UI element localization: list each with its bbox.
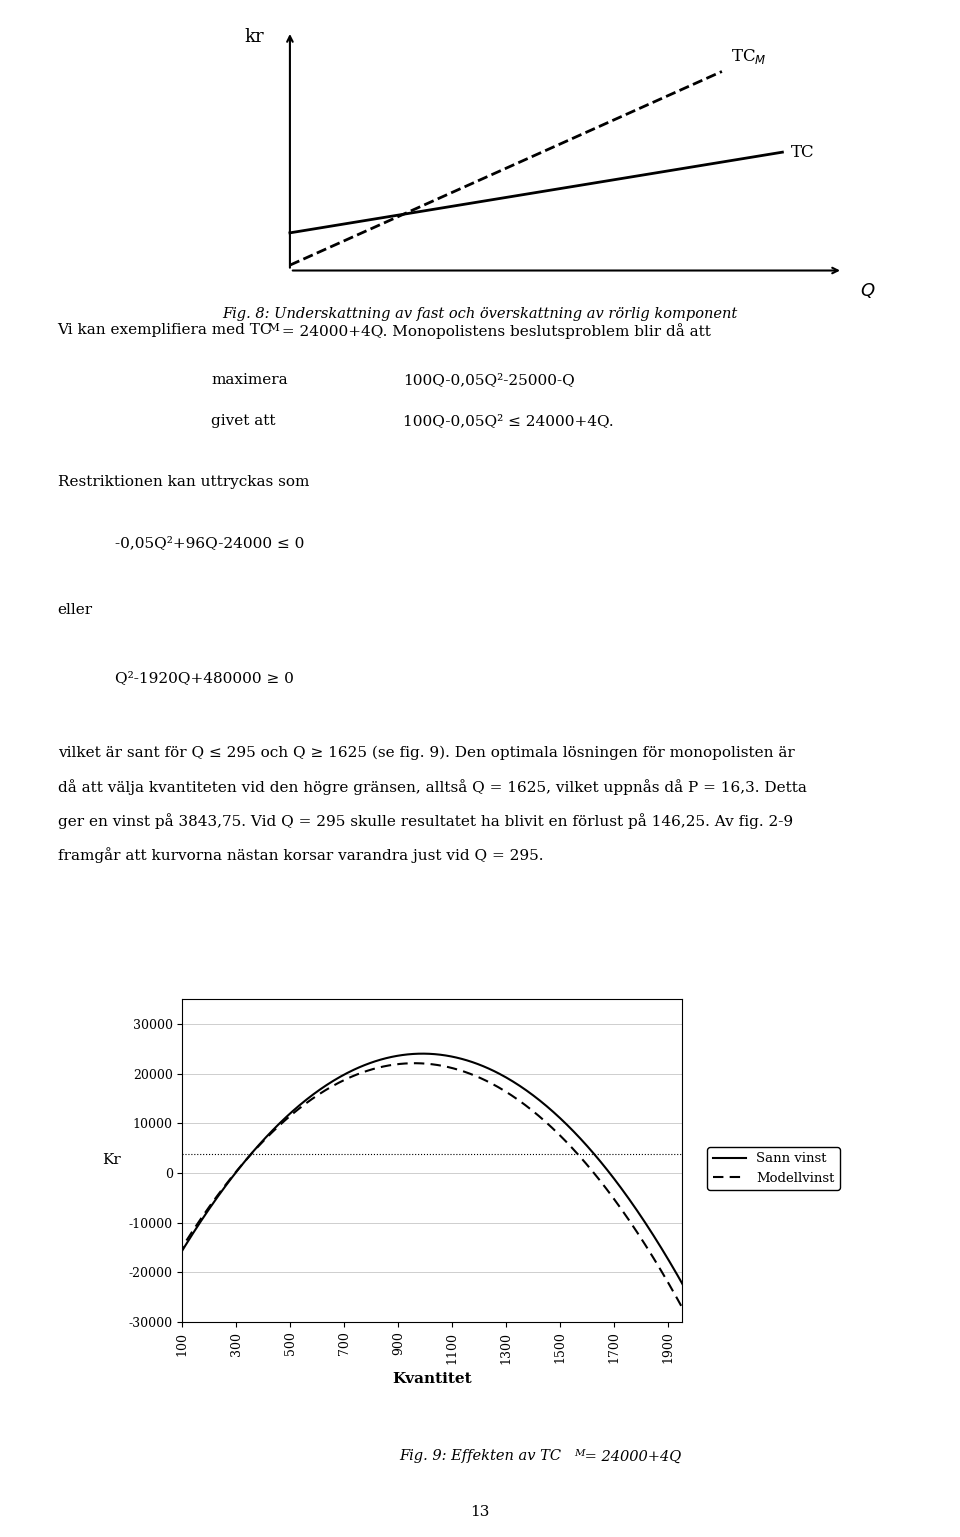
Modellvinst (557, 1130, 568, 1148)
Text: -0,05Q²+96Q-24000 ≤ 0: -0,05Q²+96Q-24000 ≤ 0 (115, 536, 304, 550)
Sann vinst (596, 1154, 608, 1173)
Modellvinst (688, 1320, 700, 1339)
Sann vinst (163, 1263, 175, 1282)
Sann vinst (557, 1111, 568, 1130)
Text: TC$_M$: TC$_M$ (731, 48, 766, 66)
Text: vilket är sant för Q ≤ 295 och Q ≥ 1625 (se fig. 9). Den optimala lösningen för : vilket är sant för Q ≤ 295 och Q ≥ 1625 … (58, 745, 794, 759)
Text: Restriktionen kan uttryckas som: Restriktionen kan uttryckas som (58, 475, 309, 489)
Line: Sann vinst: Sann vinst (169, 1054, 694, 1305)
Y-axis label: Kr: Kr (103, 1153, 121, 1168)
Modellvinst (537, 1110, 548, 1128)
Modellvinst (516, 1094, 528, 1113)
Text: TC: TC (791, 143, 815, 161)
Line: Modellvinst: Modellvinst (169, 1064, 694, 1330)
Legend: Sann vinst, Modellvinst: Sann vinst, Modellvinst (708, 1147, 840, 1190)
Modellvinst (569, 1142, 581, 1160)
Text: kr: kr (245, 28, 264, 46)
Text: 100Q-0,05Q²-25000-Q: 100Q-0,05Q²-25000-Q (403, 373, 575, 387)
X-axis label: Kvantitet: Kvantitet (393, 1373, 471, 1386)
Modellvinst (409, 1054, 420, 1073)
Text: M: M (574, 1449, 585, 1459)
Sann vinst (417, 1045, 428, 1064)
Text: Fig. 8: Underskattning av fast och överskattning av rörlig komponent: Fig. 8: Underskattning av fast och övers… (223, 307, 737, 321)
Modellvinst (163, 1260, 175, 1279)
Text: Vi kan exemplifiera med TC: Vi kan exemplifiera med TC (58, 323, 272, 337)
Modellvinst (226, 1168, 237, 1187)
Text: framgår att kurvorna nästan korsar varandra just vid Q = 295.: framgår att kurvorna nästan korsar varan… (58, 847, 543, 862)
Text: = 24000+4Q. Monopolistens beslutsproblem blir då att: = 24000+4Q. Monopolistens beslutsproblem… (277, 323, 711, 338)
Text: M: M (267, 323, 278, 334)
Text: Fig. 9: Effekten av TC: Fig. 9: Effekten av TC (399, 1449, 561, 1463)
Sann vinst (516, 1079, 528, 1097)
Text: = 24000+4Q: = 24000+4Q (580, 1449, 681, 1463)
Modellvinst (596, 1174, 608, 1193)
Text: eller: eller (58, 604, 93, 618)
Sann vinst (688, 1296, 700, 1314)
Text: maximera: maximera (211, 373, 288, 387)
Text: ger en vinst på 3843,75. Vid Q = 295 skulle resultatet ha blivit en förlust på 1: ger en vinst på 3843,75. Vid Q = 295 sku… (58, 813, 793, 828)
Text: 100Q-0,05Q² ≤ 24000+4Q.: 100Q-0,05Q² ≤ 24000+4Q. (403, 413, 613, 429)
Text: 13: 13 (470, 1505, 490, 1519)
Text: givet att: givet att (211, 413, 276, 429)
Sann vinst (226, 1170, 237, 1188)
Text: Q²-1920Q+480000 ≥ 0: Q²-1920Q+480000 ≥ 0 (115, 672, 294, 686)
Text: $Q$: $Q$ (860, 281, 876, 300)
Sann vinst (569, 1124, 581, 1142)
Sann vinst (537, 1094, 548, 1113)
Text: då att välja kvantiteten vid den högre gränsen, alltså Q = 1625, vilket uppnås d: då att välja kvantiteten vid den högre g… (58, 779, 806, 795)
